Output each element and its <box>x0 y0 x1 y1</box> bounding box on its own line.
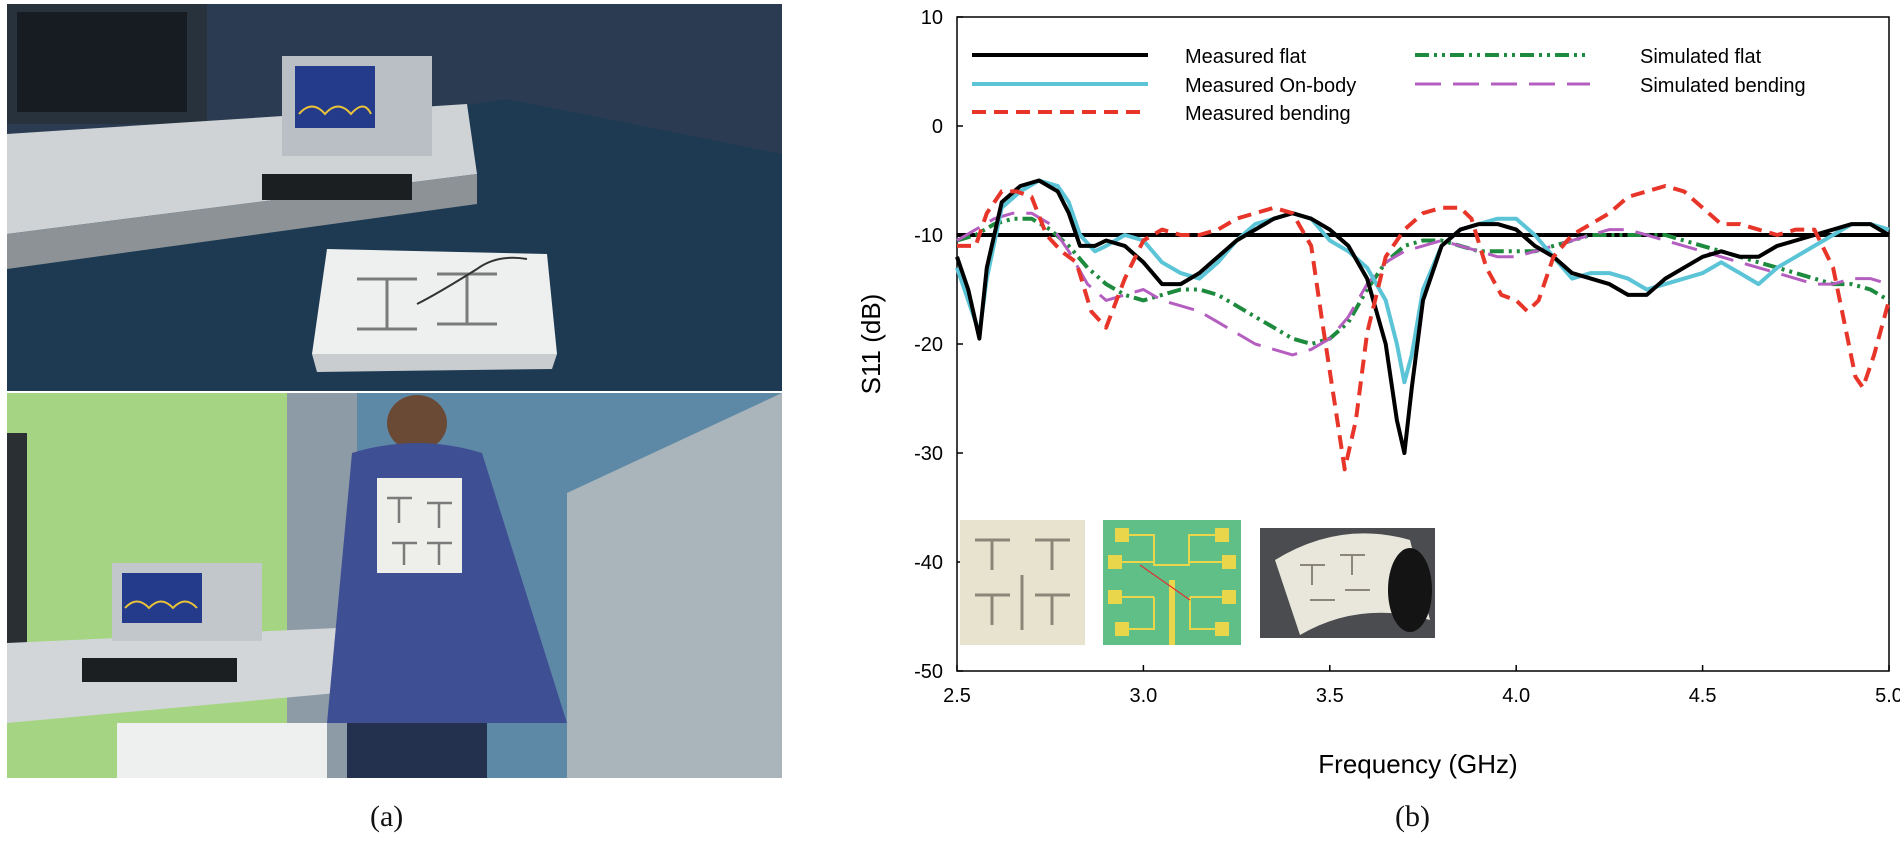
legend-label-measured-flat: Measured flat <box>1185 46 1307 68</box>
legend-label-simulated-flat: Simulated flat <box>1640 46 1762 68</box>
on-body-test-photo-illustration <box>7 393 782 778</box>
legend-label-measured-on-body: Measured On-body <box>1185 75 1356 97</box>
panel-label-b: (b) <box>1395 800 1430 833</box>
y-tick-label: -50 <box>914 661 943 683</box>
x-tick-label: 3.5 <box>1316 685 1344 707</box>
series-layer <box>955 178 1891 472</box>
x-tick-label: 4.0 <box>1502 685 1530 707</box>
axis-ticks: 2.5 3.0 3.5 4.0 4.5 5.0 10 0 -10 -20 -30 -40 -50 <box>914 7 1900 707</box>
series-line-simulated-bending <box>956 211 1890 357</box>
photo-bottom-on-body-test <box>7 393 782 778</box>
inset-antenna-layout-drawing <box>1103 520 1241 645</box>
inset-antenna-bent-photo <box>1260 528 1435 638</box>
x-axis-title: Frequency (GHz) <box>1318 749 1517 779</box>
photo-top-flat-test <box>7 4 782 391</box>
series-line-measured-flat <box>955 178 1891 455</box>
y-axis-title: S11 (dB) <box>856 294 886 395</box>
legend-label-simulated-bending: Simulated bending <box>1640 75 1806 97</box>
x-tick-label: 4.5 <box>1689 685 1717 707</box>
y-tick-label: -10 <box>914 225 943 247</box>
x-tick-label: 3.0 <box>1129 685 1157 707</box>
y-tick-label: -30 <box>914 443 943 465</box>
panel-label-a: (a) <box>370 800 404 833</box>
y-tick-label: 0 <box>932 116 943 138</box>
y-tick-label: -20 <box>914 334 943 356</box>
series-line-measured-bending <box>957 184 1891 472</box>
series-line-measured-on-body <box>955 178 1890 385</box>
y-tick-label: 10 <box>921 7 943 29</box>
flat-test-photo-illustration <box>7 4 782 391</box>
inset-antenna-flat-photo <box>960 520 1085 645</box>
legend-label-measured-bending: Measured bending <box>1185 103 1351 125</box>
x-tick-label: 5.0 <box>1875 685 1900 707</box>
y-tick-label: -40 <box>914 552 943 574</box>
legend: Measured flat Measured On-body Measured … <box>972 46 1806 125</box>
x-tick-label: 2.5 <box>943 685 971 707</box>
